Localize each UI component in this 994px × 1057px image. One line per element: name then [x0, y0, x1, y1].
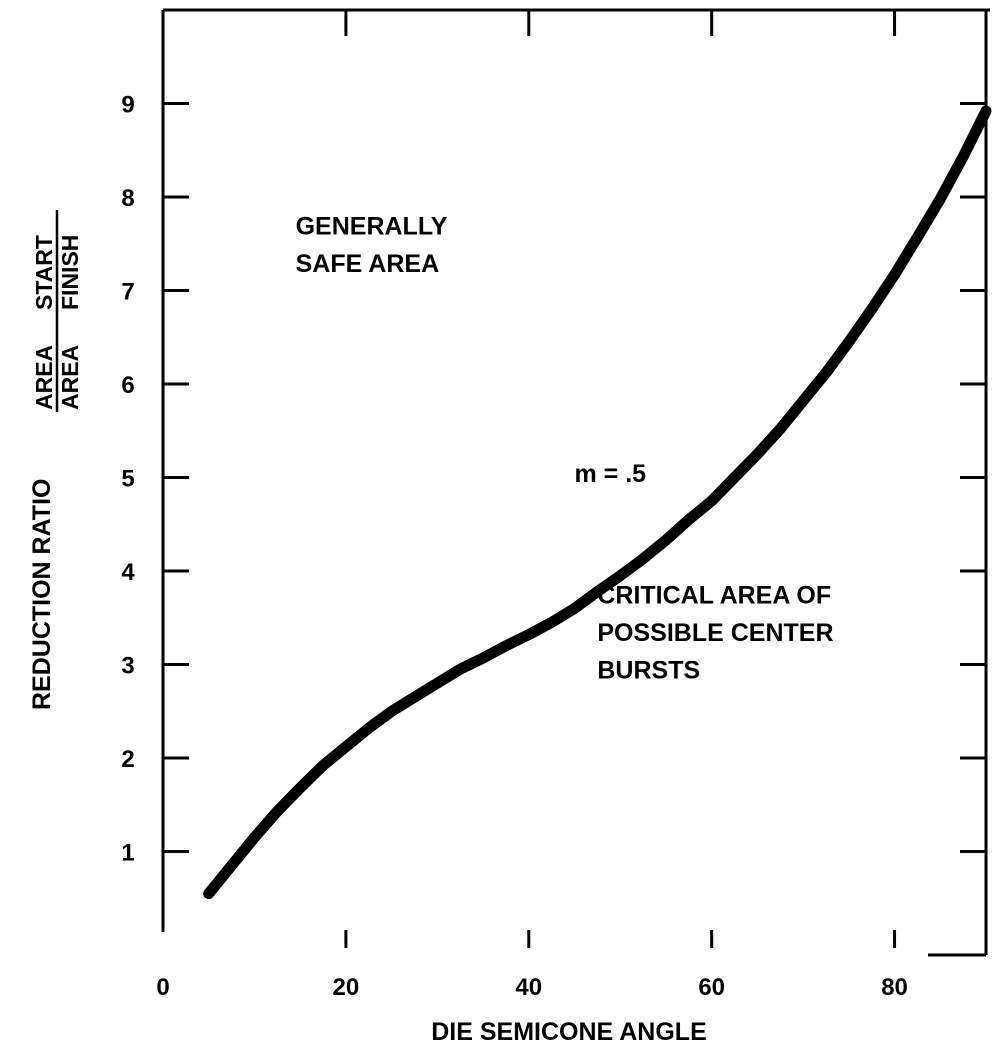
y-tick-label: 9: [121, 92, 134, 119]
annotation: m = .5: [575, 460, 647, 488]
ticks: [163, 10, 986, 948]
x-axis-title: DIE SEMICONE ANGLE: [431, 1018, 707, 1046]
annotations: GENERALLY SAFE AREA m = .5 CRITICAL AREA OF…: [296, 212, 834, 684]
y-tick-label: 4: [121, 559, 135, 586]
y-tick-label: 6: [121, 372, 134, 399]
fraction-numerator-2: START: [31, 235, 57, 310]
fraction-numerator-1: AREA: [31, 345, 57, 410]
annotation: BURSTS: [597, 657, 700, 685]
x-tick-label: 80: [881, 974, 908, 1001]
annotation: POSSIBLE CENTER: [597, 619, 833, 647]
x-tick-label: 0: [156, 974, 169, 1001]
y-axis-title: REDUCTION RATIO: [28, 479, 56, 710]
x-tick-label: 20: [333, 974, 360, 1001]
tick-labels: 0 20 40 60 80 1 2 3 4 5 6 7 8 9: [121, 92, 908, 1002]
y-tick-label: 3: [121, 653, 134, 680]
plot-frame: [161, 8, 990, 957]
y-tick-label: 2: [121, 746, 134, 773]
annotation: GENERALLY: [296, 212, 448, 240]
y-tick-label: 8: [121, 185, 134, 212]
fraction-denominator-1: AREA: [57, 345, 83, 410]
y-axis-fraction: AREA AREA START FINISH: [31, 210, 83, 412]
y-tick-label: 7: [121, 279, 134, 306]
series-line: [203, 105, 992, 900]
annotation: CRITICAL AREA OF: [597, 582, 831, 610]
annotation: SAFE AREA: [296, 250, 440, 278]
y-tick-label: 1: [121, 840, 134, 867]
y-axis-title-text: REDUCTION RATIO: [28, 479, 56, 710]
series-layer: [203, 105, 992, 900]
x-tick-label: 40: [515, 974, 542, 1001]
fraction-denominator-2: FINISH: [57, 235, 83, 310]
y-tick-label: 5: [121, 466, 134, 493]
x-tick-label: 60: [698, 974, 725, 1001]
